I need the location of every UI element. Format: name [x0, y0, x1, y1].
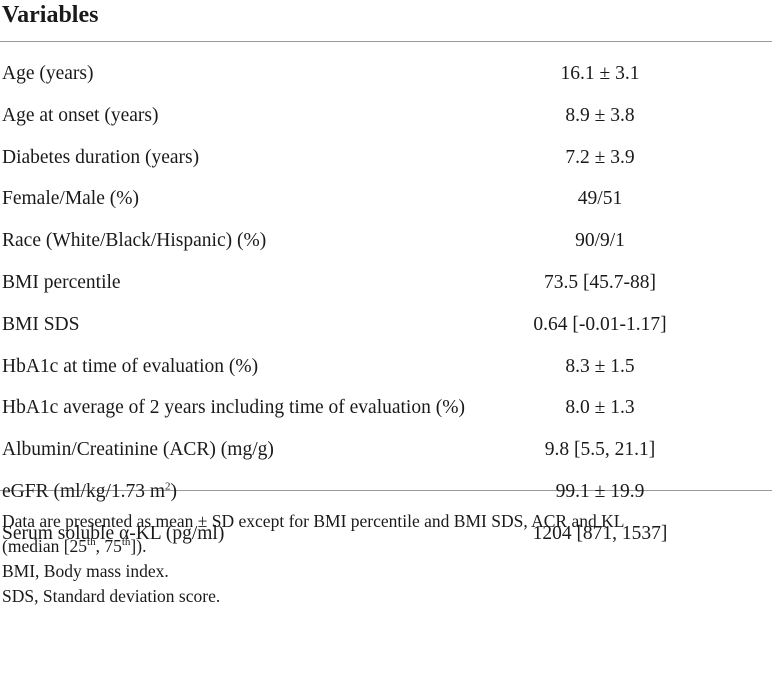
- footnote-sup-25th: th: [87, 536, 96, 549]
- row-label-superscript: 2: [165, 480, 171, 493]
- table-footnotes: Data are presented as mean ± SD except f…: [0, 491, 772, 609]
- row-label: BMI percentile: [2, 271, 121, 293]
- row-value: 8.0 ± 1.3: [565, 397, 635, 419]
- table-row: Age (years) 16.1 ± 3.1: [0, 58, 772, 100]
- footnote-data-note: Data are presented as mean ± SD except f…: [2, 509, 772, 559]
- row-value: 8.3 ± 1.5: [565, 355, 635, 377]
- row-value: 8.9 ± 3.8: [565, 104, 635, 126]
- row-label: Albumin/Creatinine (ACR) (mg/g): [2, 439, 274, 461]
- table-header: Variables: [0, 0, 772, 42]
- row-value: 1204 [871, 1537]: [532, 522, 668, 544]
- header-variables: Variables: [2, 2, 99, 28]
- table-row: BMI SDS 0.64 [-0.01-1.17]: [0, 309, 772, 351]
- row-value: 7.2 ± 3.9: [565, 146, 635, 168]
- table-row: Female/Male (%) 49/51: [0, 183, 772, 225]
- footnote-sds: SDS, Standard deviation score.: [2, 586, 221, 606]
- row-label-end: ): [170, 480, 178, 502]
- footnote-sup-75th: th: [121, 536, 131, 549]
- footnote-data-note-line2b: , 75: [95, 536, 122, 556]
- row-value: 0.64 [-0.01-1.17]: [533, 313, 667, 335]
- table-row: Albumin/Creatinine (ACR) (mg/g) 9.8 [5.5…: [0, 434, 772, 476]
- table-row: eGFR (ml/kg/1.73 m2) 99.1 ± 19.9: [0, 476, 772, 518]
- row-label: Serum soluble α-KL (pg/ml): [2, 522, 225, 544]
- footnote-data-note-line2c: ]).: [130, 536, 147, 556]
- footnote-bmi: BMI, Body mass index.: [2, 561, 169, 581]
- row-label: Female/Male (%): [2, 188, 139, 210]
- table-row: Serum soluble α-KL (pg/ml) 1204 [871, 15…: [0, 518, 772, 560]
- row-label: Age at onset (years): [2, 104, 159, 126]
- row-label: Race (White/Black/Hispanic) (%): [2, 230, 267, 252]
- row-label: BMI SDS: [2, 313, 80, 335]
- row-label: Diabetes duration (years): [2, 146, 200, 168]
- row-value: 49/51: [577, 188, 623, 210]
- row-value: 16.1 ± 3.1: [560, 63, 640, 84]
- table-row: HbA1c at time of evaluation (%) 8.3 ± 1.…: [0, 351, 772, 393]
- table-row: HbA1c average of 2 years including time …: [0, 392, 772, 434]
- row-label: HbA1c average of 2 years including time …: [2, 397, 465, 419]
- row-value: 73.5 [45.7-88]: [543, 271, 657, 293]
- row-value: 99.1 ± 19.9: [555, 480, 645, 502]
- row-value: 90/9/1: [575, 230, 625, 252]
- table-body: Age (years) 16.1 ± 3.1 Age at onset (yea…: [0, 42, 772, 544]
- row-label: Age (years): [2, 63, 94, 84]
- row-label: eGFR (ml/kg/1.73 m2): [2, 480, 177, 504]
- footnote-data-note-line1: Data are presented as mean ± SD except f…: [2, 511, 625, 531]
- table-row: BMI percentile 73.5 [45.7-88]: [0, 267, 772, 309]
- table-row: Race (White/Black/Hispanic) (%) 90/9/1: [0, 225, 772, 267]
- table-row: Age at onset (years) 8.9 ± 3.8: [0, 100, 772, 142]
- row-label-main: eGFR (ml/kg/1.73 m: [2, 480, 166, 502]
- table-row: Diabetes duration (years) 7.2 ± 3.9: [0, 142, 772, 184]
- footnote-data-note-line2a: (median [25: [2, 536, 88, 556]
- row-label: HbA1c at time of evaluation (%): [2, 355, 259, 377]
- row-value: 9.8 [5.5, 21.1]: [544, 439, 656, 461]
